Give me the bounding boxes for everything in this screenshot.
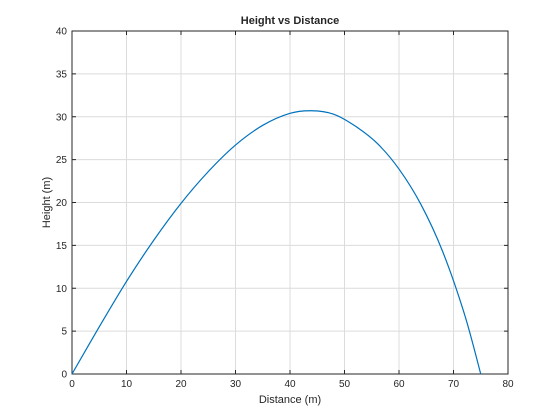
y-tick-label: 35 xyxy=(56,69,68,80)
x-tick-label: 20 xyxy=(175,379,187,390)
y-axis-ticks: 0 5 10 15 20 25 30 35 40 xyxy=(56,27,508,381)
x-tick-label: 0 xyxy=(69,379,75,390)
y-tick-label: 25 xyxy=(56,155,68,166)
x-tick-label: 10 xyxy=(121,379,133,390)
y-tick-label: 20 xyxy=(56,198,68,209)
x-axis-ticks: 0 10 20 30 40 50 60 70 80 xyxy=(69,31,514,390)
x-tick-label: 50 xyxy=(339,379,351,390)
series-line xyxy=(71,110,482,375)
y-tick-label: 10 xyxy=(56,284,68,295)
chart-title: Height vs Distance xyxy=(241,15,339,27)
x-tick-label: 70 xyxy=(448,379,460,390)
x-axis-label: Distance (m) xyxy=(259,394,321,406)
grid-lines xyxy=(72,31,508,374)
x-tick-label: 60 xyxy=(393,379,405,390)
y-tick-label: 30 xyxy=(56,112,68,123)
x-tick-label: 30 xyxy=(230,379,242,390)
x-tick-label: 80 xyxy=(502,379,514,390)
y-axis-label: Height (m) xyxy=(41,177,53,228)
y-tick-label: 5 xyxy=(61,327,67,338)
y-tick-label: 40 xyxy=(56,27,68,38)
x-tick-label: 40 xyxy=(284,379,296,390)
y-tick-label: 15 xyxy=(56,241,68,252)
y-tick-label: 0 xyxy=(61,370,67,381)
